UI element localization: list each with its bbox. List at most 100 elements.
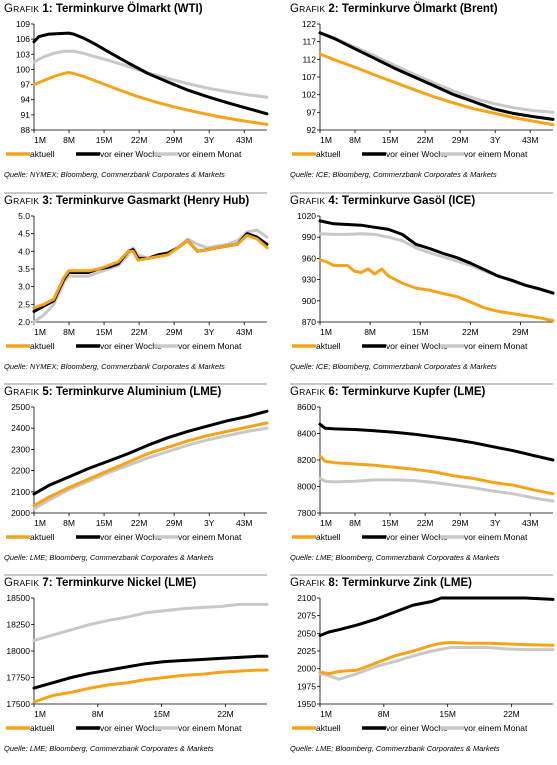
series-line-woche [318, 422, 555, 462]
legend-label-woche: vor einer Woche [386, 532, 448, 542]
legend-label-monat: vor einem Monat [178, 341, 242, 351]
x-tick-label: 8M [92, 709, 104, 719]
x-tick-label: 1M [34, 518, 46, 528]
series-line-aktuell [318, 641, 555, 676]
chart-source: Quelle: LME; Bloomberg, Commerzbank Corp… [4, 744, 214, 753]
line-chart: 1950 1975 2000 2025 2050 2075 2100 1M 8M 15M 22M ak… [292, 593, 555, 733]
x-tick-label: 8M [63, 327, 75, 337]
x-tick-label: 22M [462, 327, 479, 337]
y-tick-label: 930 [302, 275, 316, 285]
chart-source: Quelle: LME; Bloomberg, Commerzbank Corp… [4, 553, 214, 562]
x-tick-label: 15M [96, 518, 113, 528]
series-line-monat [318, 477, 555, 503]
y-tick-label: 2100 [11, 487, 30, 497]
y-tick-label: 18000 [6, 646, 30, 656]
series-line-monat [32, 49, 269, 99]
chart-title-text: Terminkurve Ölmarkt (WTI) [55, 3, 203, 15]
chart-panel: GRAFIK 7: Terminkurve Nickel (LME) 17500 1… [4, 574, 269, 764]
chart-title-number: 3: [39, 195, 56, 207]
legend-label-aktuell: aktuell [316, 532, 341, 542]
chart-panel: GRAFIK 8: Terminkurve Zink (LME) 1950 1975… [290, 574, 555, 764]
legend-label-aktuell: aktuell [316, 149, 341, 159]
chart-title-text: Terminkurve Kupfer (LME) [341, 386, 486, 398]
legend-label-woche: vor einer Woche [100, 532, 162, 542]
y-tick-label: 2.0 [18, 317, 30, 327]
legend-label-woche: vor einer Woche [386, 149, 448, 159]
y-tick-label: 2025 [297, 646, 316, 656]
chart-title: GRAFIK 7: Terminkurve Nickel (LME) [4, 577, 196, 589]
series-line-woche [318, 31, 555, 121]
x-tick-label: 22M [131, 135, 148, 145]
series-line-aktuell [32, 668, 269, 704]
series-line-woche [32, 409, 269, 496]
y-tick-label: 900 [302, 296, 316, 306]
x-tick-label: 15M [439, 709, 456, 719]
y-tick-label: 17500 [6, 699, 30, 709]
y-tick-label: 2000 [11, 508, 30, 518]
series-line-woche [32, 31, 269, 116]
chart-title-prefix: GRAFIK [4, 195, 40, 207]
x-tick-label: 29M [166, 518, 183, 528]
x-tick-label: 3Y [490, 135, 501, 145]
legend-label-aktuell: aktuell [30, 149, 55, 159]
chart-source: Quelle: NYMEX; Bloomberg, Commerzbank Co… [4, 170, 225, 179]
x-tick-label: 3Y [490, 518, 501, 528]
series-line-monat [318, 31, 555, 114]
x-tick-label: 15M [153, 709, 170, 719]
x-tick-label: 15M [382, 518, 399, 528]
chart-title-prefix: GRAFIK [290, 577, 326, 589]
x-tick-label: 15M [96, 135, 113, 145]
legend-label-woche: vor einer Woche [100, 723, 162, 733]
panel-separator [290, 383, 553, 385]
line-chart: 2.0 2.5 3.0 3.5 4.0 4.5 5.0 1M 8M 15M 22M 29M 3Y 43M a… [6, 211, 269, 351]
y-tick-label: 122 [302, 19, 316, 29]
x-tick-label: 1M [34, 327, 46, 337]
x-tick-label: 1M [320, 135, 332, 145]
series-line-monat [32, 602, 269, 642]
chart-title-number: 2: [325, 3, 342, 15]
y-tick-label: 4.0 [18, 246, 30, 256]
chart-title-text: Terminkurve Aluminium (LME) [55, 386, 222, 398]
x-tick-label: 22M [131, 327, 148, 337]
chart-title-text: Terminkurve Gasmarkt (Henry Hub) [55, 195, 250, 207]
y-tick-label: 94 [21, 95, 31, 105]
panel-separator [4, 192, 267, 194]
series-line-aktuell [318, 454, 555, 496]
y-tick-label: 1020 [297, 211, 316, 221]
chart-title-text: Terminkurve Ölmarkt (Brent) [341, 3, 498, 15]
series-line-aktuell [32, 421, 269, 508]
x-tick-label: 43M [236, 327, 253, 337]
legend-label-monat: vor einem Monat [464, 532, 528, 542]
x-tick-label: 29M [166, 327, 183, 337]
x-tick-label: 29M [512, 327, 529, 337]
chart-source: Quelle: LME; Bloomberg, Commerzbank Corp… [290, 744, 500, 753]
legend-label-monat: vor einem Monat [178, 532, 242, 542]
x-tick-label: 8M [364, 327, 376, 337]
panel-separator [4, 574, 267, 576]
legend-label-aktuell: aktuell [30, 341, 55, 351]
series-line-aktuell [32, 71, 269, 126]
y-tick-label: 960 [302, 253, 316, 263]
y-tick-label: 2075 [297, 611, 316, 621]
y-tick-label: 4.5 [18, 229, 30, 239]
chart-title-number: 4: [325, 195, 342, 207]
legend-label-monat: vor einem Monat [464, 341, 528, 351]
x-tick-label: 22M [217, 709, 234, 719]
y-tick-label: 91 [21, 110, 31, 120]
chart-title-number: 1: [39, 3, 56, 15]
y-tick-label: 3.0 [18, 282, 30, 292]
x-tick-label: 29M [166, 135, 183, 145]
y-tick-label: 106 [16, 34, 30, 44]
x-tick-label: 8M [63, 518, 75, 528]
legend-label-monat: vor einem Monat [464, 149, 528, 159]
chart-title-number: 7: [39, 577, 56, 589]
legend-label-aktuell: aktuell [316, 341, 341, 351]
chart-title: GRAFIK 1: Terminkurve Ölmarkt (WTI) [4, 3, 203, 15]
chart-title-prefix: GRAFIK [4, 3, 40, 15]
y-tick-label: 2100 [297, 593, 316, 603]
x-tick-label: 3Y [204, 518, 215, 528]
line-chart: 870 900 930 960 990 1020 1M 8M 15M 22M 29M aktuell v… [292, 211, 555, 351]
legend-label-woche: vor einer Woche [386, 723, 448, 733]
y-tick-label: 1975 [297, 681, 316, 691]
legend-label-woche: vor einer Woche [100, 341, 162, 351]
